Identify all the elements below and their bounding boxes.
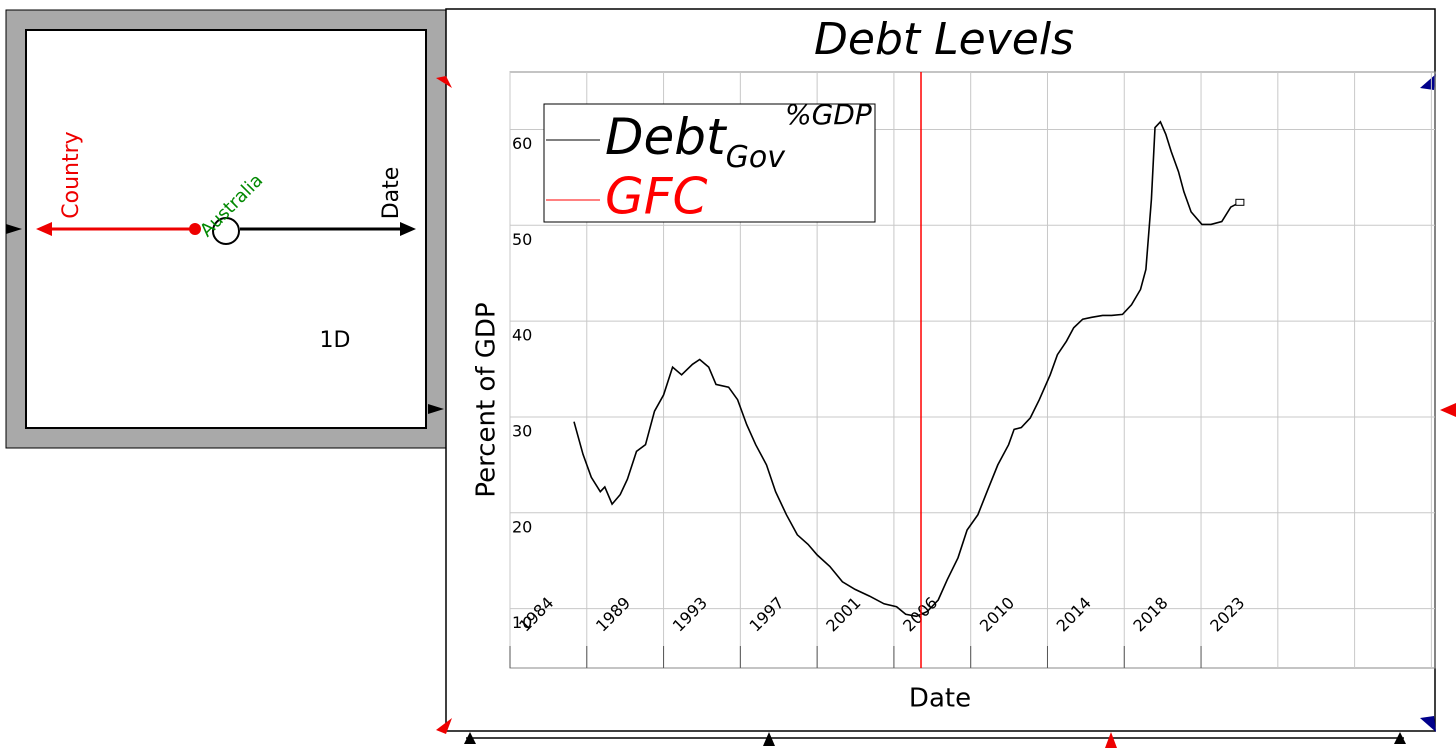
- y-tick-label: 40: [512, 326, 532, 345]
- rank-label: 1D: [320, 328, 351, 353]
- handle: [1105, 732, 1117, 748]
- y-tick-label: 20: [512, 517, 532, 536]
- y-tick-label: 10: [512, 613, 532, 632]
- arrow-head: [36, 222, 52, 236]
- x-axis-label: Date: [909, 684, 971, 714]
- x-tick-label: 2023: [1206, 593, 1248, 635]
- legend-sup: %GDP: [785, 98, 872, 131]
- x-tick-label: 2014: [1053, 593, 1095, 635]
- handle: [1440, 403, 1456, 417]
- x-tick-label: 2001: [822, 593, 864, 635]
- handle: [1394, 732, 1406, 744]
- y-tick-label: 50: [512, 230, 532, 249]
- handle: [1420, 74, 1436, 90]
- handle: [763, 732, 775, 746]
- legend-label: GFC: [605, 168, 708, 226]
- x-tick-label: 2010: [976, 593, 1018, 635]
- x-tick-label: 1997: [746, 593, 788, 635]
- axis-name: Country: [59, 131, 84, 218]
- slider-dot[interactable]: [189, 223, 201, 235]
- arrow-head: [400, 222, 416, 236]
- port: [428, 404, 444, 414]
- handle: [1420, 716, 1436, 732]
- legend: [543, 103, 876, 223]
- handle: [436, 76, 452, 88]
- legend-label: DebtGov %GDP: [605, 98, 872, 175]
- handle: [464, 732, 476, 744]
- x-tick-label: 1993: [669, 593, 711, 635]
- rotator[interactable]: [212, 217, 240, 245]
- y-tick-label: 30: [512, 421, 532, 440]
- x-tick-label: 2018: [1129, 593, 1171, 635]
- x-tick-label: 1984: [515, 593, 557, 635]
- handle: [436, 718, 452, 734]
- legend-name: Debt: [605, 108, 728, 166]
- x-tick-label: 1989: [592, 593, 634, 635]
- series-line: [573, 120, 1241, 618]
- port: [6, 224, 22, 234]
- chart-title: Debt Levels: [814, 14, 1074, 65]
- y-axis-label: Percent of GDP: [472, 302, 502, 497]
- axis-name: Date: [379, 167, 404, 220]
- legend-sub: Gov: [726, 140, 787, 175]
- end-marker: [1235, 198, 1245, 206]
- y-tick-label: 60: [512, 134, 532, 153]
